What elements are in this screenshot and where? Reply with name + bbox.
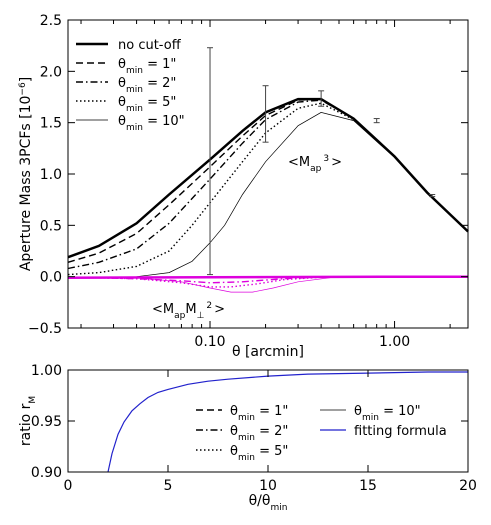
top-legend: no cut-off θmin = 1"θmin = 2"θmin = 5"θmi… [76, 38, 185, 133]
bottom-legend-label-4: fitting formula [354, 424, 447, 439]
top-legend-label-3: θmin = 5" [118, 95, 176, 114]
bottom-panel: 0 5 10 15 20 0.90 0.95 1.00 θ/θmin ratio rM θmi… [18, 363, 477, 513]
top-panel: 0.10 1.00 −0.5 0.0 0.5 1.0 1.5 2.0 2.5 θ [arcmin… [18, 13, 469, 360]
top-legend-label-1: θmin = 1" [118, 57, 176, 76]
top-series-line-4 [136, 112, 469, 278]
top-ytick-label-6: 2.5 [40, 13, 62, 29]
bottom-plot-area [107, 371, 468, 473]
top-legend-label-4: θmin = 10" [118, 114, 185, 133]
bottom-legend-label-3: θmin = 10" [354, 404, 421, 423]
bottom-legend-label-1: θmin = 2" [230, 424, 288, 443]
bottom-xtick-label-2: 10 [259, 478, 277, 494]
bottom-xlabel: θ/θmin [249, 493, 288, 513]
bottom-xtick-label-1: 5 [164, 478, 173, 494]
bottom-ytick-label-0: 0.90 [31, 465, 62, 481]
top-ytick-label-5: 2.0 [40, 64, 62, 80]
bottom-legend-label-0: θmin = 1" [230, 404, 288, 423]
bottom-ytick-label-2: 1.00 [31, 363, 62, 379]
top-ytick-label-0: −0.5 [28, 321, 62, 337]
top-ytick-label-2: 0.5 [40, 218, 62, 234]
bottom-series-line-4 [107, 371, 468, 473]
top-series-line-8 [136, 276, 468, 293]
top-xtick-label-0: 0.10 [194, 334, 225, 350]
annotation-map3: <Map3 > [288, 154, 342, 174]
top-ytick-label-1: 0.0 [40, 270, 62, 286]
top-series-line-2 [67, 99, 469, 270]
top-xlabel: θ [arcmin] [232, 344, 304, 360]
bottom-tick-layer: 0 5 10 15 20 0.90 0.95 1.00 [31, 363, 477, 494]
top-legend-label-0: no cut-off [118, 38, 182, 53]
bottom-legend: θmin = 1"θmin = 2"θmin = 5" θmin = 10"fit… [196, 404, 447, 463]
bottom-xtick-label-4: 20 [459, 478, 477, 494]
bottom-xtick-label-3: 15 [359, 478, 377, 494]
top-ytick-label-4: 1.5 [40, 116, 62, 132]
top-series-line-3 [67, 102, 469, 276]
top-plot-area [67, 47, 469, 293]
top-legend-label-2: θmin = 2" [118, 76, 176, 95]
top-tick-layer: 0.10 1.00 −0.5 0.0 0.5 1.0 1.5 2.0 2.5 [28, 13, 468, 350]
annotation-mapmperp2: <MapM⊥2 > [152, 301, 225, 321]
bottom-ytick-label-1: 0.95 [31, 414, 62, 430]
bottom-ylabel: ratio rM [18, 396, 38, 446]
top-ytick-label-3: 1.0 [40, 167, 62, 183]
bottom-xtick-label-0: 0 [64, 478, 73, 494]
top-xtick-label-1: 1.00 [379, 334, 410, 350]
top-series-line-7 [67, 276, 468, 288]
top-ylabel: Aperture Mass 3PCFs [10−6] [18, 77, 34, 271]
bottom-legend-label-2: θmin = 5" [230, 444, 288, 463]
